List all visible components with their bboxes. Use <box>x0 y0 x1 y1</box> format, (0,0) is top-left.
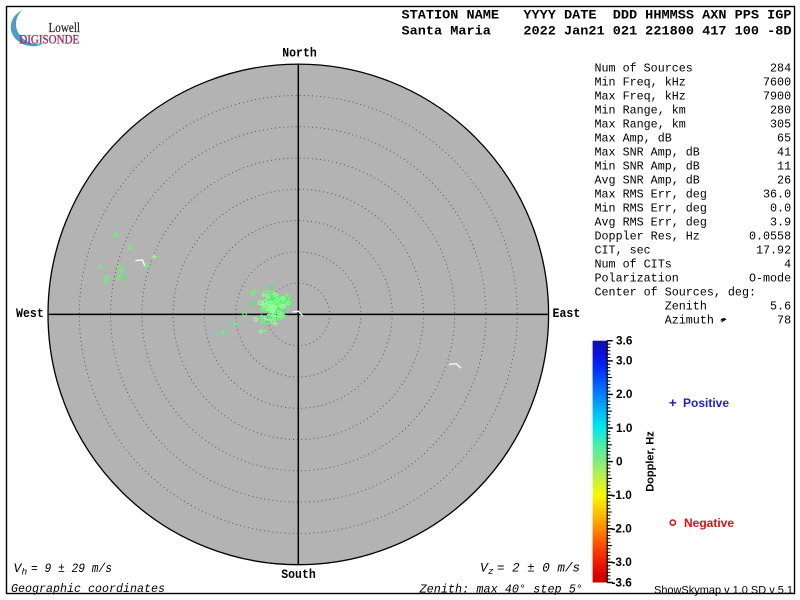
svg-text:221800: 221800 <box>645 24 694 39</box>
svg-text:Max Freq, kHz 7900: Max Freq, kHz 7900 <box>595 90 792 104</box>
svg-text:West: West <box>16 306 44 321</box>
svg-text:ShowSkymap v 1.0 SD v 5.1: ShowSkymap v 1.0 SD v 5.1 <box>654 584 793 596</box>
svg-text:Geographic coordinates: Geographic coordinates <box>11 582 165 596</box>
svg-text:Doppler Res, Hz 0.0558: Doppler Res, Hz 0.0558 <box>595 230 792 244</box>
svg-text:3.0: 3.0 <box>616 354 633 368</box>
svg-text:-8D: -8D <box>767 24 791 39</box>
svg-text:Avg RMS Err, deg 3.9: Avg RMS Err, deg 3.9 <box>595 216 792 230</box>
svg-text:Max SNR Amp, dB 41: Max SNR Amp, dB 41 <box>595 146 792 160</box>
svg-text:Center of Sources, deg:: Center of Sources, deg: <box>595 286 757 300</box>
svg-text:= 2 ± 0 m/s: = 2 ± 0 m/s <box>497 562 580 576</box>
svg-text:2022: 2022 <box>523 24 556 39</box>
svg-text:Max RMS Err, deg 36.0: Max RMS Err, deg 36.0 <box>595 188 792 202</box>
svg-text:417: 417 <box>702 24 726 39</box>
svg-text:Lowell: Lowell <box>49 20 81 35</box>
svg-text:YYYY: YYYY <box>523 7 556 22</box>
svg-text:100: 100 <box>735 24 759 39</box>
svg-text:PPS: PPS <box>735 7 759 22</box>
svg-text:DDD: DDD <box>613 7 637 22</box>
svg-text:Positive: Positive <box>683 396 729 410</box>
svg-text:Polarization O-mode: Polarization O-mode <box>595 272 792 286</box>
svg-text:Num of CITs 4: Num of CITs 4 <box>595 258 792 272</box>
svg-text:V: V <box>480 561 489 576</box>
svg-text:DATE: DATE <box>564 7 597 22</box>
svg-text:Min RMS Err, deg 0.0: Min RMS Err, deg 0.0 <box>595 202 792 216</box>
svg-text:IGP: IGP <box>767 7 791 22</box>
svg-text:HHMMSS: HHMMSS <box>645 7 694 22</box>
svg-text:Santa Maria: Santa Maria <box>402 24 491 39</box>
svg-text:Avg SNR Amp, dB 26: Avg SNR Amp, dB 26 <box>595 174 792 188</box>
svg-text:-2.0: -2.0 <box>612 522 633 536</box>
svg-text:East: East <box>553 306 581 321</box>
svg-text:Max Range, km 305: Max Range, km 305 <box>595 118 792 132</box>
svg-text:-1.0: -1.0 <box>612 488 633 502</box>
svg-text:= 9 ± 29 m/s: = 9 ± 29 m/s <box>31 562 112 576</box>
svg-text:Max Amp, dB 65: Max Amp, dB 65 <box>595 132 792 146</box>
svg-text:Min Range, km 280: Min Range, km 280 <box>595 104 792 118</box>
svg-text:STATION NAME: STATION NAME <box>402 7 500 22</box>
svg-text:Azimuth 78: Azimuth 78 <box>595 314 792 328</box>
svg-text:Num of Sources 284: Num of Sources 284 <box>595 62 792 76</box>
svg-text:-3.0: -3.0 <box>612 555 633 569</box>
svg-text:Min Freq, kHz 7600: Min Freq, kHz 7600 <box>595 76 792 90</box>
svg-text:2.0: 2.0 <box>616 387 633 401</box>
svg-text:Negative: Negative <box>684 516 734 530</box>
svg-text:South: South <box>281 567 316 582</box>
svg-text:V: V <box>14 561 23 576</box>
svg-text:1.0: 1.0 <box>616 421 633 435</box>
svg-text:Zenith 5.6: Zenith 5.6 <box>595 300 792 314</box>
svg-text:3.6: 3.6 <box>616 334 633 348</box>
svg-text:z: z <box>488 566 494 577</box>
svg-text:North: North <box>282 46 317 61</box>
svg-text:Jan21: Jan21 <box>564 24 605 39</box>
svg-text:Min SNR Amp, dB 11: Min SNR Amp, dB 11 <box>595 160 792 174</box>
svg-text:h: h <box>22 567 28 578</box>
svg-text:0: 0 <box>616 454 623 468</box>
svg-text:-3.6: -3.6 <box>612 575 633 589</box>
svg-text:DIGISONDE: DIGISONDE <box>19 33 79 47</box>
svg-text:CIT, sec 17.92: CIT, sec 17.92 <box>595 244 792 258</box>
svg-text:Doppler, Hz: Doppler, Hz <box>645 431 657 492</box>
svg-text:Zenith: max 40° step 5°: Zenith: max 40° step 5° <box>418 582 583 596</box>
svg-text:021: 021 <box>613 24 637 39</box>
svg-text:AXN: AXN <box>702 7 726 22</box>
